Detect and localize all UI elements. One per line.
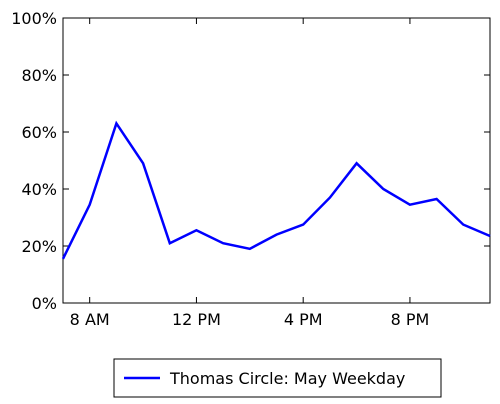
series-line (61, 120, 491, 260)
y-tick-label: 60% (21, 123, 57, 142)
x-axis-ticks: 8 AM 12 PM 4 PM 8 PM (70, 18, 430, 329)
y-tick-label: 0% (32, 294, 57, 313)
x-tick-label: 4 PM (284, 310, 323, 329)
y-tick-label: 80% (21, 66, 57, 85)
series-group (61, 120, 491, 260)
plot-area (62, 17, 491, 304)
y-tick-label: 100% (11, 9, 57, 28)
x-tick-label: 8 PM (391, 310, 430, 329)
y-axis-ticks: 0% 20% 40% 60% 80% 100% (11, 9, 490, 313)
x-tick-label: 8 AM (70, 310, 110, 329)
legend-label: Thomas Circle: May Weekday (169, 369, 405, 388)
legend: Thomas Circle: May Weekday (113, 358, 442, 398)
y-tick-label: 20% (21, 237, 57, 256)
x-tick-label: 12 PM (172, 310, 221, 329)
legend-box (113, 358, 442, 398)
y-tick-label: 40% (21, 180, 57, 199)
